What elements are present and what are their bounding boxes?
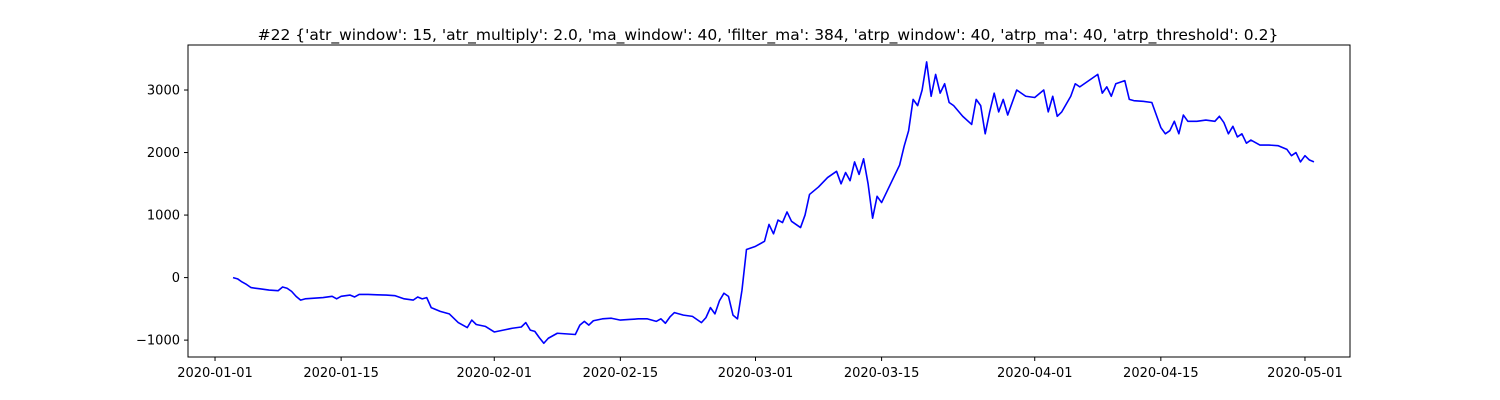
series-line-0: [232, 61, 1315, 345]
x-tick-label: 2020-02-01: [456, 366, 532, 381]
x-tick-label: 2020-05-01: [1267, 366, 1343, 381]
x-tick-label: 2020-04-01: [997, 366, 1073, 381]
y-tick-label: 1000: [147, 209, 180, 224]
x-tick-label: 2020-01-01: [177, 366, 253, 381]
x-tick-label: 2020-01-15: [303, 366, 379, 381]
axes: 2020-01-01 2020-01-15 2020-02-01 2020-02-15…: [136, 44, 1351, 381]
y-tick-label: 2000: [147, 146, 180, 161]
plot-frame: [187, 44, 1351, 358]
y-tick-label: 3000: [147, 84, 180, 99]
x-tick-label: 2020-04-15: [1123, 366, 1199, 381]
plot-area: [232, 61, 1315, 345]
chart-title: #22 {'atr_window': 15, 'atr_multiply': 2…: [258, 26, 1279, 45]
x-tick-label: 2020-02-15: [583, 366, 659, 381]
x-tick-label: 2020-03-15: [844, 366, 920, 381]
y-tick-label: 0: [172, 271, 180, 286]
x-tick-label: 2020-03-01: [718, 366, 794, 381]
y-tick-label: −1000: [136, 334, 180, 349]
